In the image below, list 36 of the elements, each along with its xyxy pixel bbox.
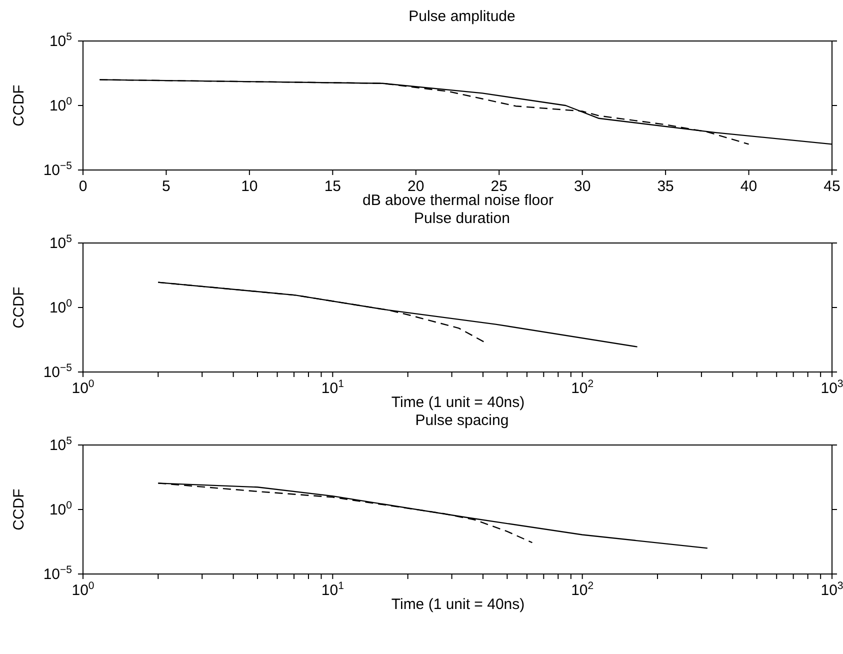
x-axis-title: dB above thermal noise floor (362, 192, 554, 209)
x-tick-label: 10$^{3}$ (820, 580, 843, 599)
chart-title: Pulse duration (413, 210, 511, 228)
x-tick-label: 10$^{2}$ (571, 378, 594, 397)
x-axis-title: Time (1 unit = 40ns) (391, 596, 525, 613)
x-tick-label: 10$^{0}$ (72, 580, 94, 599)
y-tick-label: 10$^{−5}$ (43, 160, 72, 179)
x-tick-label: 5 (162, 178, 170, 195)
y-tick-label: 10$^{0}$ (49, 500, 72, 518)
y-tick-label: 10$^{−5}$ (43, 362, 72, 381)
y-tick-label: 10$^{5}$ (49, 435, 72, 454)
x-tick-label: 25 (490, 178, 508, 195)
x-tick-label: 45 (824, 178, 840, 195)
x-tick-label: 15 (324, 178, 342, 195)
y-tick-label: 10$^{5}$ (49, 31, 72, 50)
y-axis-title: CCDF (10, 84, 28, 126)
x-tick-label: 40 (740, 178, 758, 195)
x-tick-label: 35 (657, 178, 674, 195)
y-tick-label: 10$^{5}$ (49, 233, 72, 252)
y-axis-title: CCDF (10, 286, 28, 328)
y-tick-label: 10$^{0}$ (49, 298, 72, 316)
x-tick-label: 10$^{0}$ (72, 378, 94, 397)
chart-title: Pulse amplitude (408, 8, 516, 26)
chart-title: Pulse spacing (414, 412, 510, 430)
x-tick-label: 10 (241, 178, 258, 195)
y-axis-title: CCDF (10, 488, 28, 530)
x-tick-label: 0 (78, 178, 88, 195)
x-tick-label: 20 (408, 178, 424, 195)
x-tick-label: 30 (574, 178, 591, 195)
y-tick-label: 10$^{0}$ (49, 96, 72, 114)
x-tick-label: 10$^{1}$ (321, 378, 344, 397)
x-axis-title: Time (1 unit = 40ns) (391, 394, 525, 411)
x-tick-label: 10$^{3}$ (820, 378, 843, 397)
x-tick-label: 10$^{1}$ (321, 580, 344, 599)
y-tick-label: 10$^{−5}$ (43, 564, 72, 583)
x-tick-label: 10$^{2}$ (571, 580, 594, 599)
